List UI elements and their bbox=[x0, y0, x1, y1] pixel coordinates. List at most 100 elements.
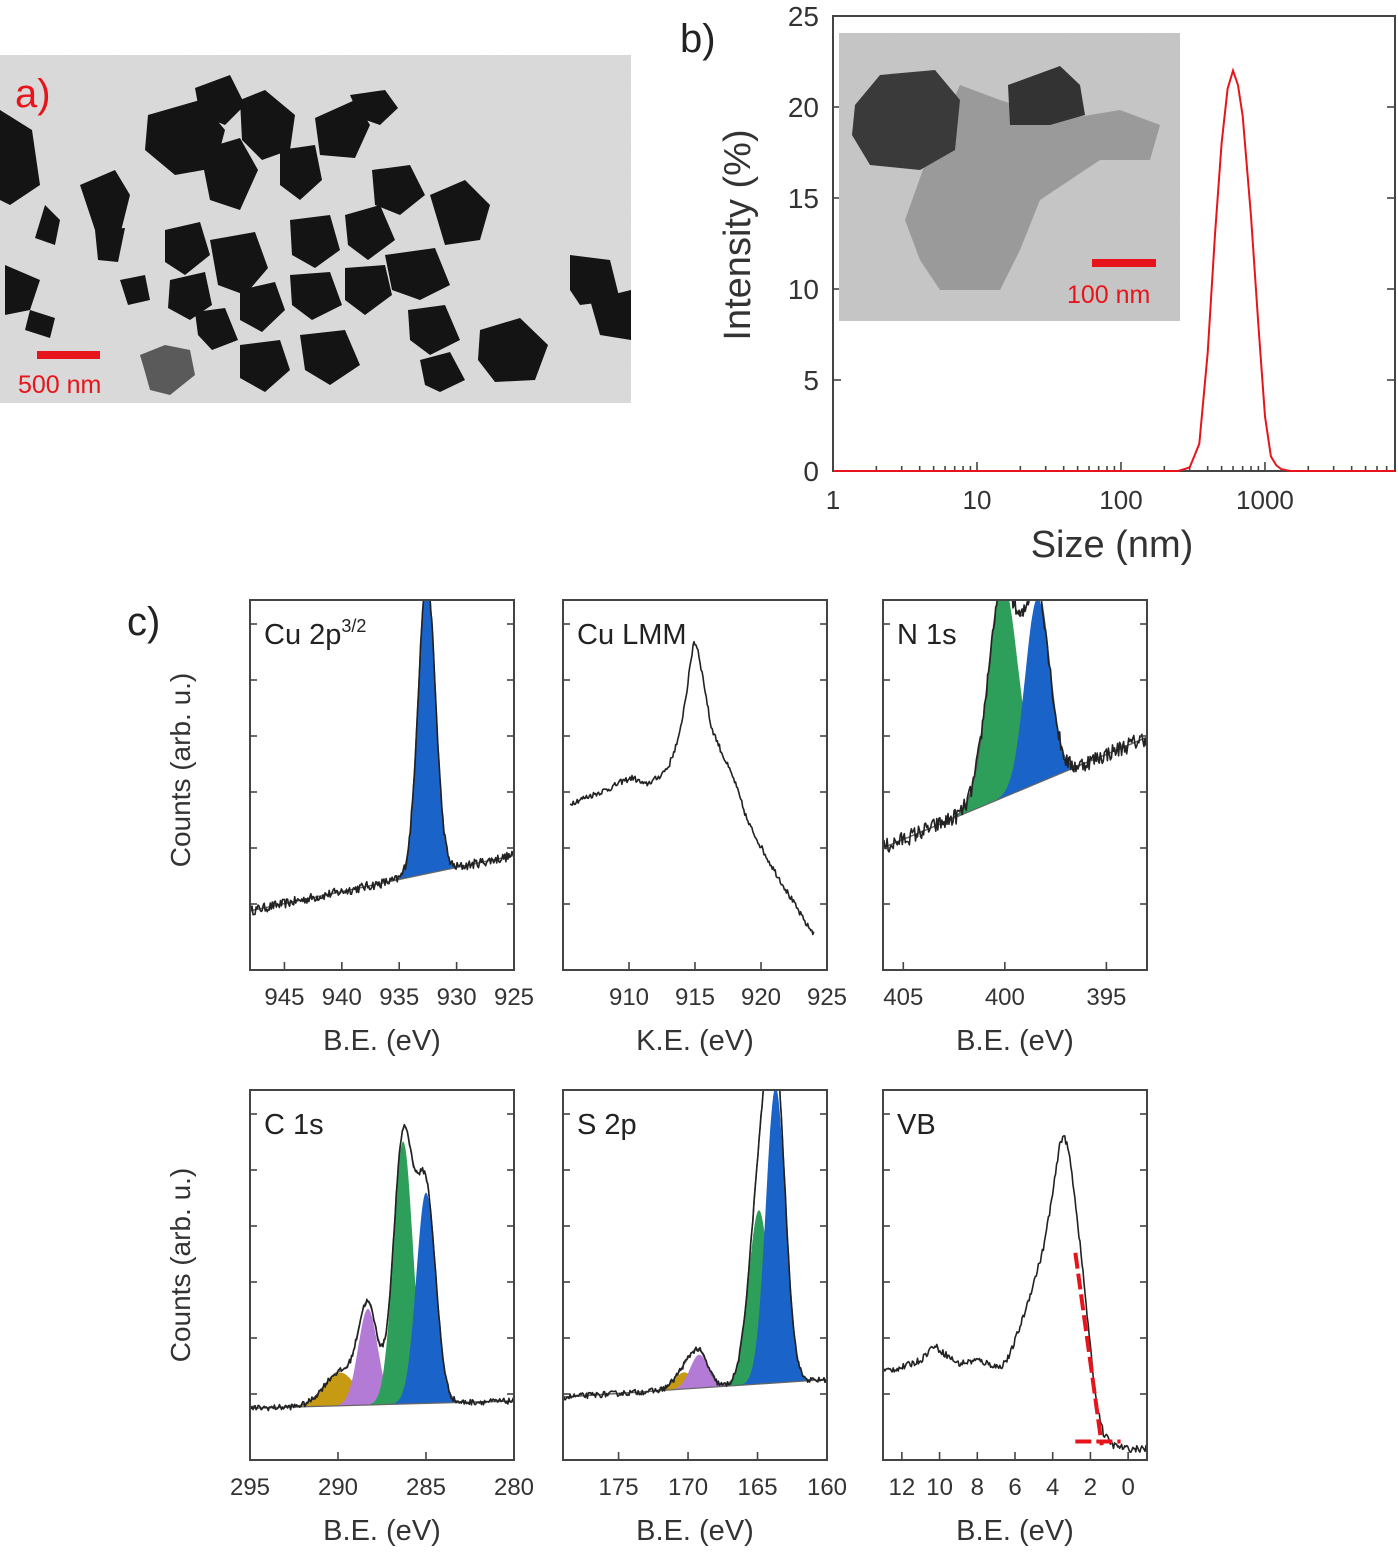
xps-x-tick-label: 925 bbox=[494, 984, 534, 1011]
xps-x-tick-label: 285 bbox=[406, 1474, 446, 1501]
xps-x-tick-label: 2 bbox=[1084, 1474, 1097, 1501]
xps-x-axis-label: K.E. (eV) bbox=[636, 1025, 754, 1057]
dls-y-tick-label: 25 bbox=[788, 1, 819, 32]
particle bbox=[168, 272, 212, 320]
particle bbox=[372, 165, 425, 215]
vb-edge-tangent bbox=[1073, 1252, 1104, 1446]
dls-y-tick-label: 5 bbox=[803, 365, 819, 396]
xps-measured-spectrum bbox=[883, 1135, 1147, 1453]
particle bbox=[195, 308, 238, 350]
xps-x-tick-label: 920 bbox=[741, 984, 781, 1011]
xps-component-blue bbox=[737, 1090, 814, 1386]
xps-component-purple bbox=[329, 1308, 407, 1406]
xps-panel-title: N 1s bbox=[897, 619, 957, 651]
xps-panel-title: Cu 2p3/2 bbox=[264, 616, 366, 651]
particle bbox=[120, 275, 150, 305]
xps-panel-title: VB bbox=[897, 1109, 936, 1141]
dls-x-tick-label: 1000 bbox=[1236, 485, 1294, 515]
xps-plot-area bbox=[883, 1135, 1147, 1453]
particle bbox=[80, 170, 130, 235]
xps-frame bbox=[882, 599, 1148, 971]
xps-x-tick-label: 925 bbox=[807, 984, 847, 1011]
particle bbox=[345, 265, 392, 315]
particle bbox=[35, 205, 60, 245]
xps-fit-envelope bbox=[250, 1125, 514, 1409]
xps-panel-n1s: 405 400 395 B.E. (eV) N 1s bbox=[882, 599, 1148, 1057]
xps-x-tick-label: 6 bbox=[1008, 1474, 1021, 1501]
xps-x-tick-label: 280 bbox=[494, 1474, 534, 1501]
particle bbox=[95, 228, 125, 262]
xps-measured-spectrum bbox=[569, 640, 815, 936]
dls-x-tick-label: 10 bbox=[963, 485, 992, 515]
xps-x-tick-label: 8 bbox=[971, 1474, 984, 1501]
dls-x-ticks: 1 10 100 1000 bbox=[826, 462, 1396, 515]
particle bbox=[350, 90, 398, 125]
xps-background-line bbox=[883, 736, 1147, 849]
particle bbox=[408, 305, 460, 355]
xps-x-axis-label: B.E. (eV) bbox=[956, 1025, 1074, 1057]
particle bbox=[315, 100, 370, 158]
dls-y-ticks: 0 5 10 15 20 25 bbox=[788, 1, 1395, 487]
inset-particle-dark bbox=[1008, 66, 1085, 125]
xps-measured-spectrum bbox=[250, 600, 514, 916]
xps-panel-title: C 1s bbox=[264, 1109, 324, 1141]
panel-a: a) 500 nm bbox=[0, 55, 631, 403]
particle bbox=[240, 340, 290, 392]
dls-y-tick-label: 0 bbox=[803, 456, 819, 487]
xps-component-purple bbox=[663, 1354, 735, 1391]
xps-component-blue bbox=[989, 600, 1087, 804]
xps-x-tick-label: 160 bbox=[807, 1474, 847, 1501]
xps-x-tick-label: 945 bbox=[264, 984, 304, 1011]
particle bbox=[5, 265, 40, 315]
xps-x-axis-label: B.E. (eV) bbox=[636, 1515, 754, 1547]
xps-frame bbox=[562, 1089, 828, 1461]
xps-panel-culmm: 910 915 920 925 K.E. (eV) Cu LMM bbox=[562, 599, 847, 1057]
xps-x-tick-label: 910 bbox=[609, 984, 649, 1011]
particle bbox=[195, 75, 245, 125]
xps-panel-cu2p: 945 940 935 930 925 B.E. (eV) Cu 2p3/2 bbox=[249, 599, 534, 1057]
particle bbox=[430, 180, 490, 245]
particle bbox=[165, 222, 210, 275]
particle bbox=[290, 215, 340, 268]
particle bbox=[210, 232, 268, 295]
xps-x-axis-label: B.E. (eV) bbox=[956, 1515, 1074, 1547]
xps-x-tick-label: 405 bbox=[883, 984, 923, 1011]
xps-x-tick-label: 12 bbox=[889, 1474, 916, 1501]
dls-y-tick-label: 15 bbox=[788, 183, 819, 214]
xps-x-axis-label: B.E. (eV) bbox=[323, 1025, 441, 1057]
dls-x-tick-label: 100 bbox=[1099, 485, 1142, 515]
xps-measured-spectrum bbox=[250, 1123, 514, 1412]
xps-subplots: 945 940 935 930 925 B.E. (eV) Cu 2p3/2 910 915 92… bbox=[230, 599, 1148, 1547]
panel-c: c) Counts (arb. u.) Counts (arb. u.) 945… bbox=[127, 599, 1148, 1547]
particle bbox=[0, 110, 40, 205]
xps-component-gold bbox=[277, 1372, 403, 1408]
particle bbox=[420, 352, 465, 392]
xps-x-tick-label: 915 bbox=[675, 984, 715, 1011]
xps-x-tick-label: 0 bbox=[1121, 1474, 1134, 1501]
xps-measured-spectrum bbox=[883, 600, 1147, 854]
xps-component-blue bbox=[393, 600, 461, 881]
xps-x-tick-label: 935 bbox=[379, 984, 419, 1011]
xps-x-tick-label: 400 bbox=[985, 984, 1025, 1011]
particle-aggregate bbox=[140, 345, 195, 395]
panel-b-label: b) bbox=[680, 17, 716, 61]
xps-y-axis-label-top: Counts (arb. u.) bbox=[165, 673, 196, 868]
xps-x-tick-label: 395 bbox=[1086, 984, 1126, 1011]
xps-x-tick-label: 4 bbox=[1046, 1474, 1059, 1501]
tem-particles bbox=[0, 75, 631, 395]
dls-inset-tem: 100 nm bbox=[839, 33, 1180, 321]
xps-x-tick-label: 290 bbox=[318, 1474, 358, 1501]
dls-x-axis-label: Size (nm) bbox=[1031, 524, 1194, 566]
particle bbox=[200, 138, 258, 210]
particle bbox=[345, 205, 395, 260]
dls-y-tick-label: 20 bbox=[788, 92, 819, 123]
xps-panel-vb: 12 10 8 6 4 2 0 B.E. (eV) VB bbox=[882, 1089, 1148, 1547]
particle bbox=[25, 310, 55, 338]
xps-x-tick-label: 175 bbox=[599, 1474, 639, 1501]
xps-plot-area bbox=[250, 600, 514, 916]
xps-frame bbox=[562, 599, 828, 971]
xps-panel-c1s: 295 290 285 280 B.E. (eV) C 1s bbox=[230, 1089, 534, 1547]
xps-measured-spectrum bbox=[563, 1090, 827, 1401]
particle bbox=[478, 318, 548, 382]
particle bbox=[385, 248, 450, 300]
